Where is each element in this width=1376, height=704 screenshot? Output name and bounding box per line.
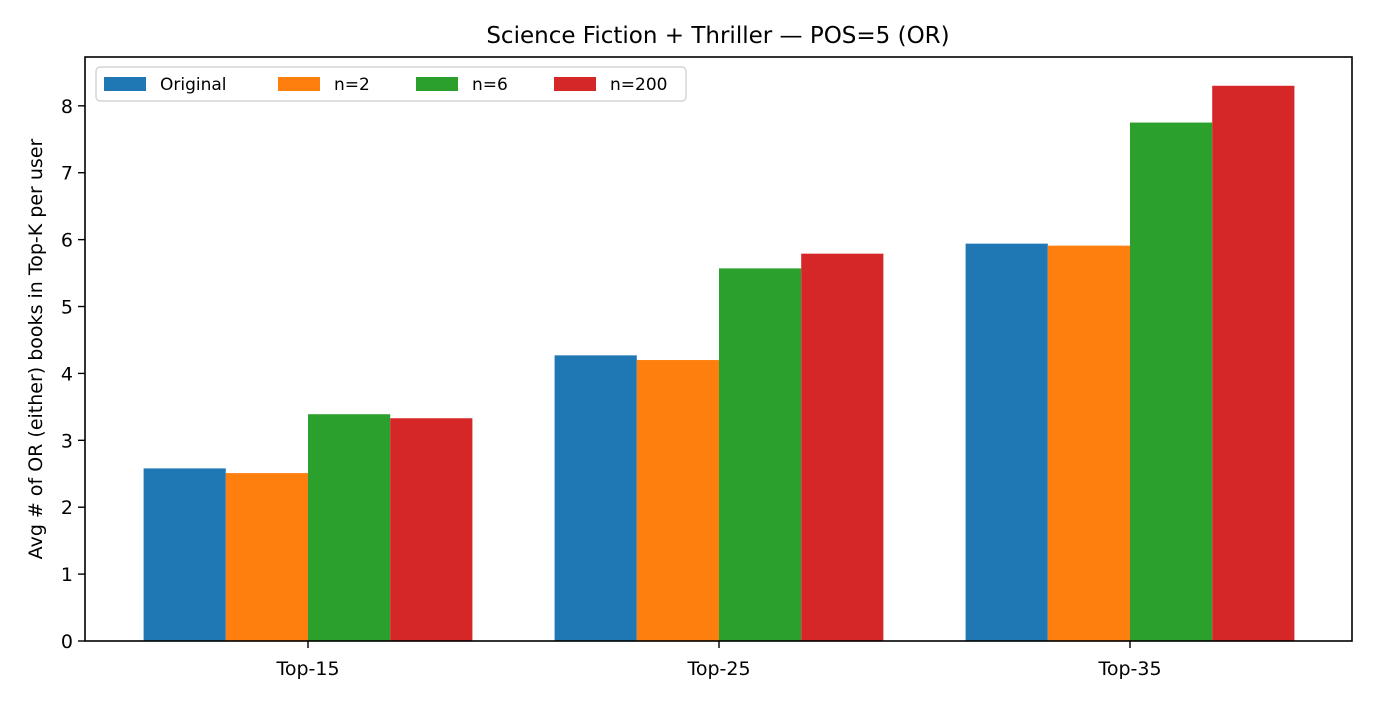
- bar-top-15-n2: [225, 473, 308, 641]
- legend-frame: [95, 66, 687, 102]
- bar-top-25-n6: [719, 268, 802, 641]
- bar-top-25-original: [554, 355, 637, 641]
- plot-frame: [84, 56, 1353, 642]
- x-axis: Top-15 Top-25 Top-35: [275, 641, 1162, 680]
- legend-label-n2: n=2: [334, 75, 370, 95]
- y-tick-label: 2: [61, 497, 73, 519]
- legend-swatch-n2: [278, 77, 320, 91]
- legend-swatch-n200: [554, 77, 596, 91]
- bar-top-15-n6: [308, 414, 391, 641]
- y-tick-label: 7: [61, 163, 73, 185]
- legend-label-original: Original: [160, 75, 227, 95]
- legend-swatch-n6: [416, 77, 458, 91]
- y-tick-label: 1: [61, 564, 73, 586]
- y-tick-label: 4: [61, 363, 73, 385]
- y-tick-label: 0: [61, 631, 73, 653]
- bar-top-35-n6: [1130, 122, 1213, 641]
- bars-layer: [143, 85, 1295, 642]
- legend-label-n200: n=200: [610, 75, 667, 95]
- y-tick-label: 5: [61, 297, 73, 319]
- y-tick-label: 8: [61, 96, 73, 118]
- bar-top-25-n2: [636, 360, 719, 641]
- chart-title: Science Fiction + Thriller — POS=5 (OR): [486, 23, 949, 49]
- y-axis: 0 1 2 3 4 5 6 7 8: [61, 96, 85, 653]
- legend: Original n=2 n=6 n=200: [95, 66, 687, 102]
- y-tick-label: 6: [61, 230, 73, 252]
- bar-top-35-original: [965, 243, 1048, 642]
- bar-top-15-original: [143, 468, 226, 641]
- bar-top-25-n200: [801, 253, 884, 642]
- bar-top-15-n200: [390, 418, 473, 641]
- legend-swatch-original: [104, 77, 146, 91]
- legend-label-n6: n=6: [472, 75, 508, 95]
- y-axis-label: Avg # of OR (either) books in Top-K per …: [25, 138, 47, 559]
- x-tick-label: Top-15: [275, 658, 339, 680]
- x-tick-label: Top-25: [686, 658, 750, 680]
- x-tick-label: Top-35: [1097, 658, 1161, 680]
- y-tick-label: 3: [61, 430, 73, 452]
- bar-top-35-n2: [1047, 245, 1130, 641]
- bar-top-35-n200: [1212, 85, 1295, 641]
